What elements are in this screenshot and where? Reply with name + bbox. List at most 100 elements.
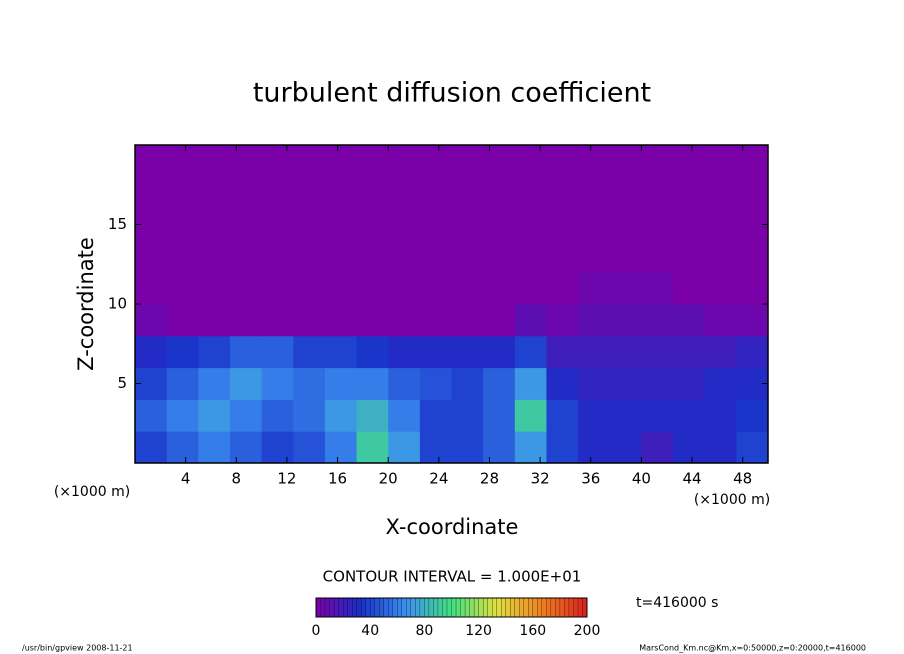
x-tick-label: 12 <box>277 470 296 488</box>
cell <box>324 272 358 305</box>
cell <box>324 208 358 241</box>
cell <box>704 208 737 241</box>
cell <box>261 240 294 273</box>
cell <box>419 240 452 273</box>
cell <box>483 399 516 432</box>
colorbar-swatch <box>388 597 394 618</box>
cell <box>704 431 737 464</box>
cell <box>166 208 199 241</box>
colorbar-swatch <box>573 597 579 618</box>
cell <box>356 335 389 369</box>
colorbar-swatch <box>528 597 534 618</box>
colorbar-swatch <box>482 597 489 618</box>
colorbar-swatch <box>401 597 407 618</box>
cell <box>293 304 326 337</box>
y-unit: (×1000 m) <box>54 484 130 500</box>
x-axis-label: X-coordinate <box>386 515 519 539</box>
cell <box>356 431 389 464</box>
x-tick-label: 8 <box>232 470 242 488</box>
colorbar-swatch <box>419 597 425 618</box>
colorbar-swatch <box>442 597 448 618</box>
cell <box>261 431 294 464</box>
cell <box>641 176 674 210</box>
cell <box>451 304 484 337</box>
cell <box>388 335 421 369</box>
cell <box>451 272 484 305</box>
x-tick-label: 16 <box>328 470 347 488</box>
cell <box>229 145 263 178</box>
x-tick-label: 44 <box>682 470 701 488</box>
cell <box>324 145 358 178</box>
colorbar-swatch <box>410 597 416 618</box>
cell <box>388 145 421 178</box>
cell <box>324 399 358 432</box>
cell <box>451 240 484 273</box>
footer-left: /usr/bin/gpview 2008-11-21 <box>22 644 133 653</box>
cell <box>356 367 389 400</box>
cell <box>356 272 389 305</box>
colorbar-swatch <box>478 597 484 618</box>
colorbar-swatch <box>469 597 475 618</box>
cell <box>229 335 263 369</box>
colorbar-swatch <box>446 597 452 618</box>
cell <box>546 145 579 178</box>
cell <box>514 176 547 210</box>
cell <box>324 335 358 369</box>
cell <box>198 240 231 273</box>
cell <box>198 335 231 369</box>
cell <box>483 304 516 337</box>
cell <box>673 240 706 273</box>
colorbar-swatch <box>473 597 480 618</box>
cell <box>198 431 231 464</box>
cell <box>166 367 199 400</box>
colorbar-swatch <box>559 597 565 618</box>
colorbar-swatch <box>397 597 403 618</box>
cell <box>641 335 674 369</box>
cell <box>261 399 294 432</box>
cell <box>229 399 263 432</box>
cell <box>514 145 547 178</box>
cell <box>546 367 579 400</box>
cell <box>419 431 452 464</box>
colorbar-swatch <box>514 597 520 618</box>
x-tick-label: 20 <box>379 470 398 488</box>
cell <box>736 272 769 305</box>
cell <box>293 335 326 369</box>
cell <box>578 272 611 305</box>
colorbar-tick-label: 80 <box>415 623 433 639</box>
cell <box>166 176 199 210</box>
cell <box>641 240 674 273</box>
colorbar-swatch <box>351 597 358 618</box>
cell <box>483 208 516 241</box>
cell <box>483 176 516 210</box>
colorbar-swatch <box>415 597 421 618</box>
cell <box>198 399 231 432</box>
cell <box>293 145 326 178</box>
colorbar-swatch <box>546 597 552 618</box>
cell <box>356 208 389 241</box>
colorbar-swatch <box>361 597 367 618</box>
colorbar-swatch <box>541 597 547 618</box>
cell <box>736 145 769 178</box>
cell <box>419 304 452 337</box>
cell <box>166 399 199 432</box>
cell <box>609 431 642 464</box>
cell <box>388 367 421 400</box>
colorbar-swatch <box>342 597 349 618</box>
cell <box>388 240 421 273</box>
colorbar-swatch <box>315 597 321 618</box>
cell <box>293 240 326 273</box>
cell <box>736 176 769 210</box>
cell <box>578 176 611 210</box>
y-tick-label: 10 <box>108 295 127 313</box>
cell <box>673 431 706 464</box>
cell <box>419 176 452 210</box>
cell <box>514 431 547 464</box>
cell <box>388 304 421 337</box>
cell <box>704 399 737 432</box>
colorbar-swatch <box>496 597 502 618</box>
cell <box>514 367 547 400</box>
cell <box>609 367 642 400</box>
cell <box>166 272 199 305</box>
footer-right: MarsCond_Km.nc@Km,x=0:50000,z=0:20000,t=… <box>639 644 866 653</box>
